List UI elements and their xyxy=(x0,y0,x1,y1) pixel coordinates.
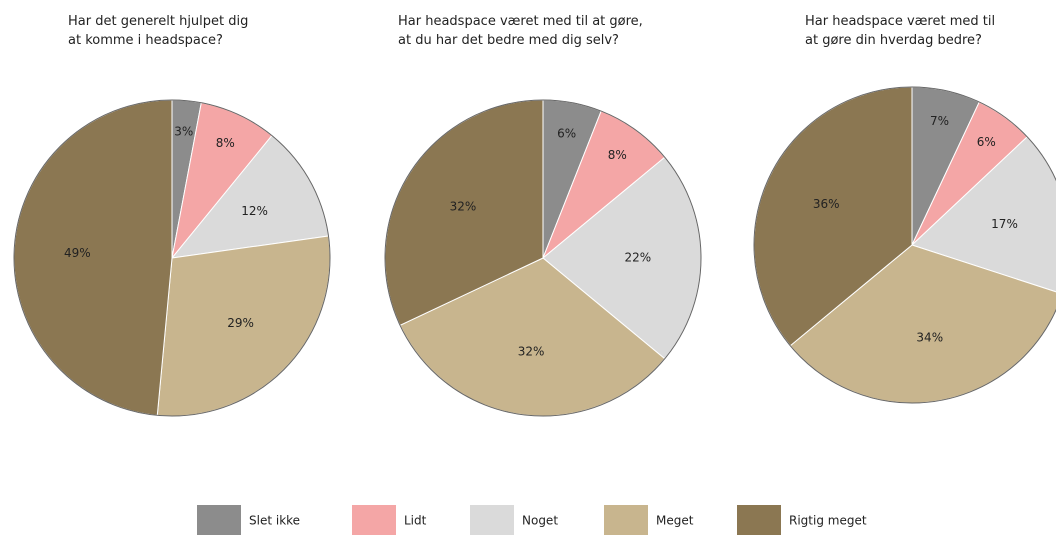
data-label: 8% xyxy=(608,148,627,162)
pie-outline xyxy=(384,99,702,417)
legend-swatch xyxy=(197,505,241,535)
legend-label: Rigtig meget xyxy=(789,514,867,528)
chart-title: Har headspace været med til at gøre din … xyxy=(805,14,996,48)
data-label: 8% xyxy=(216,136,235,150)
legend-label: Lidt xyxy=(404,514,427,528)
data-label: 49% xyxy=(64,246,91,260)
data-label: 22% xyxy=(624,251,651,265)
data-label: 7% xyxy=(930,114,949,128)
data-label: 29% xyxy=(227,316,254,330)
chart-title: Har det generelt hjulpet dig at komme i … xyxy=(68,14,249,48)
data-label: 32% xyxy=(450,200,477,214)
pie-outline xyxy=(753,86,1056,404)
data-label: 3% xyxy=(174,125,193,139)
chart-title: Har headspace været med til at gøre, at … xyxy=(398,14,643,48)
data-label: 17% xyxy=(991,217,1018,231)
legend-swatch xyxy=(737,505,781,535)
data-label: 34% xyxy=(916,331,943,345)
legend-swatch xyxy=(604,505,648,535)
data-label: 6% xyxy=(977,135,996,149)
legend-label: Meget xyxy=(656,514,694,528)
legend-label: Noget xyxy=(522,514,558,528)
data-label: 6% xyxy=(557,126,576,140)
legend-swatch xyxy=(352,505,396,535)
legend-label: Slet ikke xyxy=(249,514,300,528)
pie-outline xyxy=(13,99,331,417)
data-label: 32% xyxy=(518,345,545,359)
data-label: 36% xyxy=(813,197,840,211)
legend-swatch xyxy=(470,505,514,535)
pie-slice xyxy=(13,99,173,416)
data-label: 12% xyxy=(241,204,268,218)
